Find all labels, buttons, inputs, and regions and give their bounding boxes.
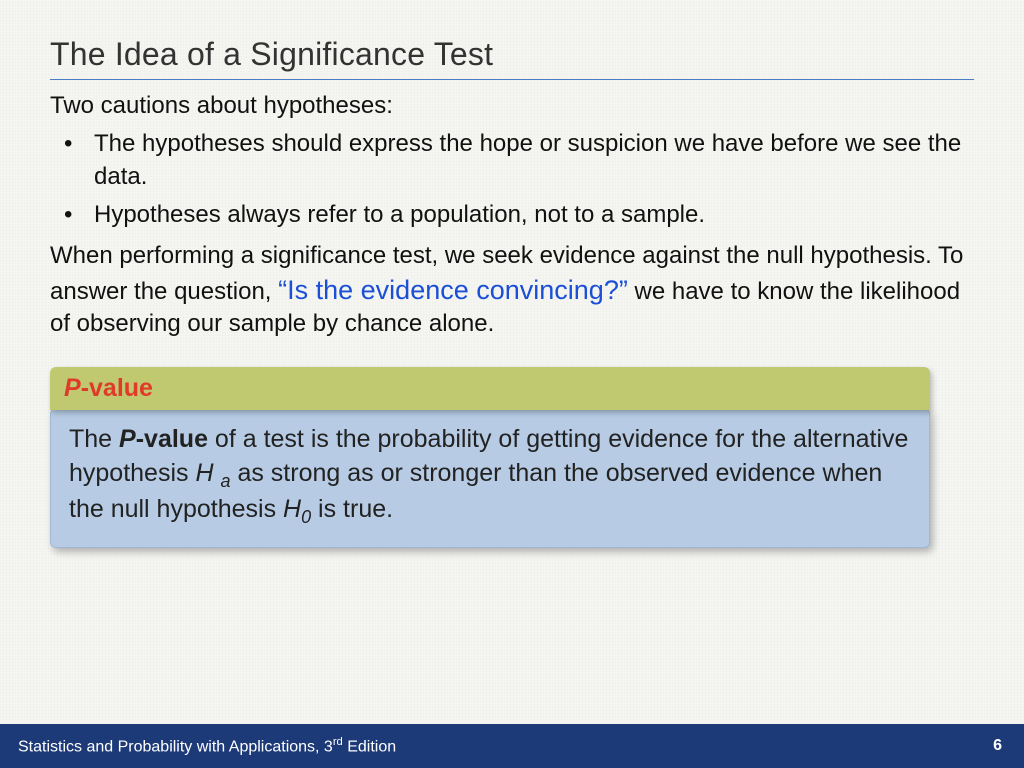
book-post: Edition [343,738,396,755]
body-pre: The [69,425,119,453]
h-a-symbol: H [195,459,213,487]
h-0-symbol: H [283,495,301,523]
slide-footer: Statistics and Probability with Applicat… [0,724,1024,768]
h-a-sub: a [220,471,230,491]
pvalue-callout: P-value The P-value of a test is the pro… [50,367,930,548]
header-p: P [64,374,81,402]
h-0-sub: 0 [301,507,311,527]
body-content: Two cautions about hypotheses: The hypot… [50,90,974,341]
page-number: 6 [993,737,1002,755]
intro-line: Two cautions about hypotheses: [50,90,974,122]
header-rest: -value [81,374,153,402]
explanation-paragraph: When performing a significance test, we … [50,240,974,341]
edition-superscript: rd [333,736,343,748]
body-end: is true. [311,495,393,523]
slide-title: The Idea of a Significance Test [50,36,974,80]
term-p: P [119,425,136,453]
blue-question: “Is the evidence convincing?” [278,275,628,305]
book-pre: Statistics and Probability with Applicat… [18,738,333,755]
callout-header: P-value [50,367,930,410]
term-rest: -value [136,425,208,453]
bullet-list: The hypotheses should express the hope o… [50,128,974,231]
footer-book-title: Statistics and Probability with Applicat… [18,736,396,756]
bullet-item: The hypotheses should express the hope o… [94,128,974,193]
slide: The Idea of a Significance Test Two caut… [0,0,1024,768]
callout-body: The P-value of a test is the probability… [50,408,930,548]
bullet-item: Hypotheses always refer to a population,… [94,199,974,231]
